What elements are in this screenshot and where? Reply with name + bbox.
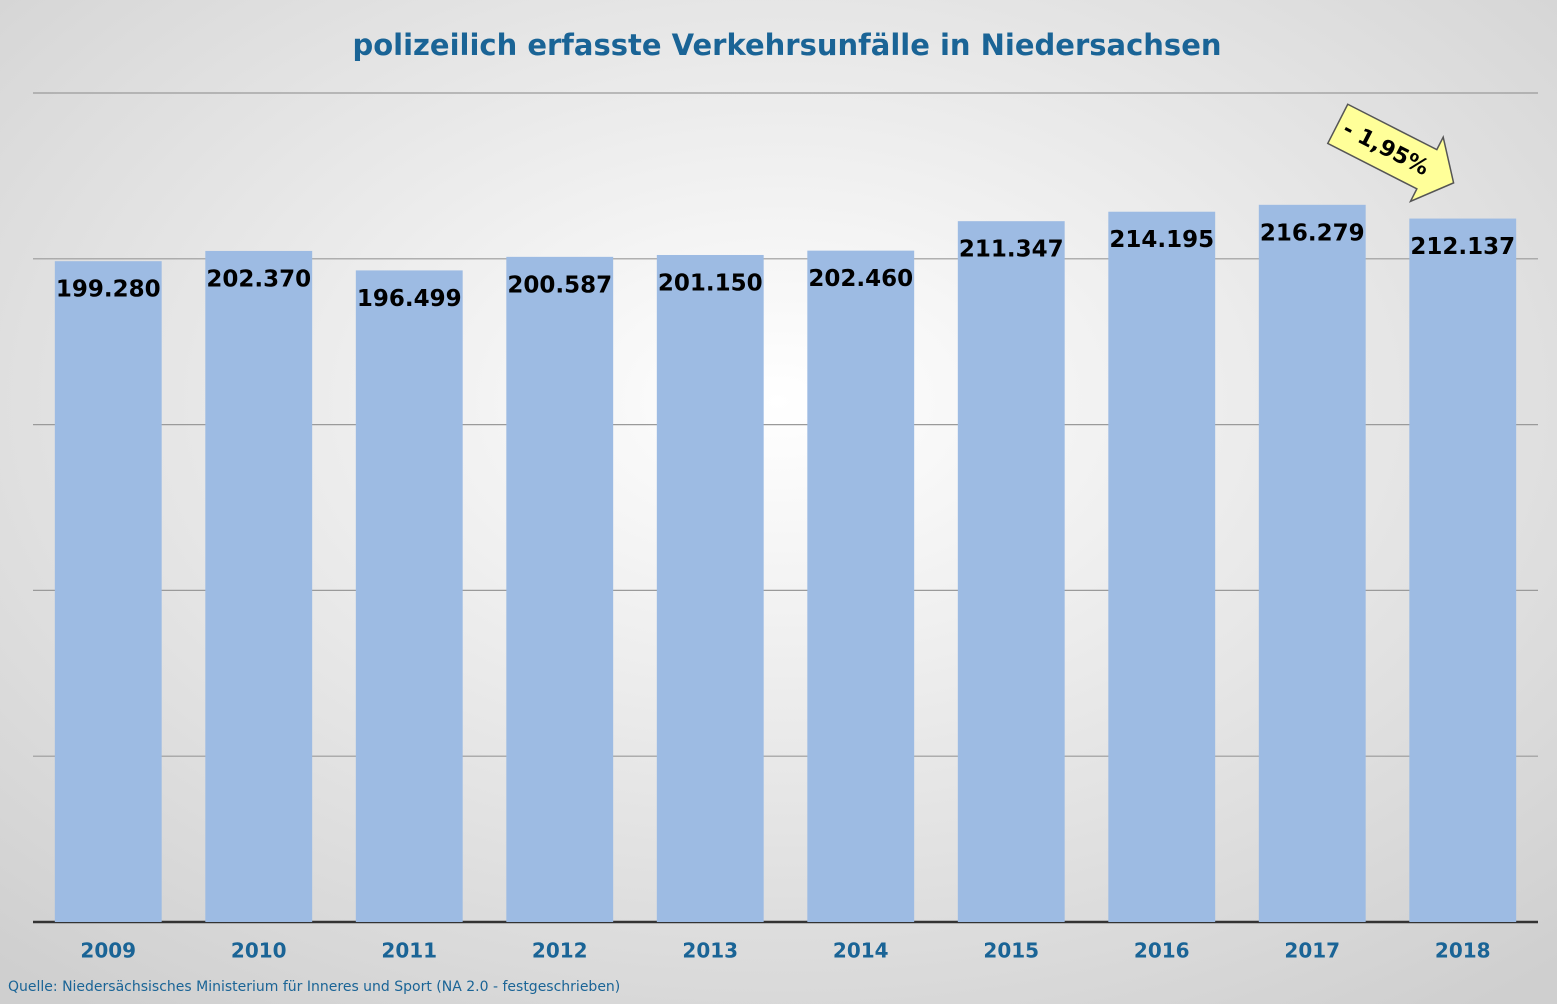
bar (1409, 218, 1517, 922)
value-label: 216.279 (1260, 220, 1365, 246)
x-tick-label: 2016 (1134, 939, 1190, 963)
value-label: 214.195 (1109, 227, 1214, 253)
value-label: 211.347 (959, 237, 1064, 263)
x-tick-label: 2011 (381, 939, 437, 963)
bar (506, 256, 614, 922)
arrow-shape (1326, 103, 1455, 203)
source: Quelle: Niedersächsisches Ministerium fü… (8, 979, 620, 995)
value-label: 200.587 (507, 272, 612, 298)
x-tick-label: 2014 (833, 939, 889, 963)
chart-title: polizeilich erfasste Verkehrsunfälle in … (352, 28, 1221, 62)
bar (1108, 211, 1216, 923)
x-tick-label: 2010 (231, 939, 287, 963)
bar (205, 250, 313, 922)
value-label: 202.460 (808, 266, 913, 292)
bar (807, 250, 915, 922)
x-tick-label: 2015 (983, 939, 1039, 963)
x-tick-label: 2009 (80, 939, 136, 963)
value-label: 201.150 (658, 270, 763, 296)
bar (54, 261, 162, 923)
value-label: 202.370 (206, 266, 311, 292)
x-tick-label: 2017 (1284, 939, 1340, 963)
x-tick-label: 2012 (532, 939, 588, 963)
bar (656, 254, 764, 923)
bar (957, 221, 1065, 923)
value-label: 196.499 (357, 286, 462, 312)
bar (1258, 204, 1366, 922)
value-label: 212.137 (1410, 234, 1515, 260)
x-tick-label: 2018 (1435, 939, 1491, 963)
bar (355, 270, 463, 922)
value-label: 199.280 (56, 277, 161, 303)
x-tick-label: 2013 (682, 939, 738, 963)
